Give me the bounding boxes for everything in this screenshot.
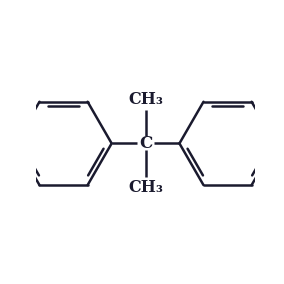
Text: C: C [139, 135, 152, 152]
Text: CH₃: CH₃ [128, 91, 163, 108]
Text: CH₃: CH₃ [128, 179, 163, 196]
